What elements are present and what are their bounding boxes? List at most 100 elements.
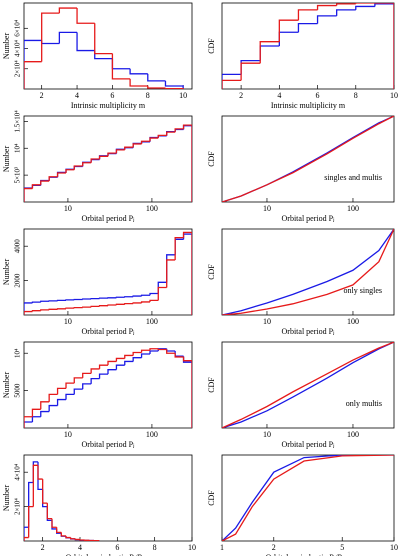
x-tick-label: 6 (115, 543, 119, 552)
histogram-step (115, 149, 125, 154)
histogram-step (94, 50, 113, 60)
histogram-step (259, 41, 280, 64)
x-axis-label: Orbital period Pⱼ (82, 440, 135, 449)
histogram-step (40, 180, 50, 185)
histogram-step (31, 184, 41, 189)
histogram-step (93, 540, 100, 541)
histogram-step (24, 536, 29, 541)
histogram-step (98, 155, 108, 159)
histogram-step (316, 4, 337, 10)
y-axis-label: CDF (207, 377, 216, 393)
x-tick-label: 2 (239, 91, 243, 100)
histogram-step (297, 9, 318, 21)
histogram-step (115, 296, 125, 298)
y-tick-label: 4×10⁴ (14, 463, 22, 480)
x-tick-label: 10 (263, 317, 271, 326)
plot-frame (221, 2, 395, 90)
y-tick-label: 5×10³ (14, 167, 22, 184)
histogram-step (157, 348, 167, 351)
histogram-step (240, 62, 261, 81)
histogram-step (174, 128, 184, 133)
cdf-line (222, 116, 394, 202)
histogram-step (222, 79, 242, 89)
histogram-step (140, 294, 151, 297)
x-tick-label: 10 (64, 430, 72, 439)
histogram-step (82, 383, 92, 390)
histogram-step (149, 348, 159, 351)
histogram-step (174, 128, 184, 132)
x-tick-label: 8 (354, 91, 358, 100)
histogram-step (58, 31, 78, 44)
x-axis-label: Orbital period Pⱼ (282, 214, 335, 223)
x-tick-label: 6 (110, 91, 114, 100)
histogram-step (41, 40, 60, 45)
histogram-step (111, 58, 131, 70)
histogram-step (82, 298, 92, 300)
histogram-step (40, 401, 50, 410)
x-tick-label: 4 (78, 543, 82, 552)
histogram-step (182, 125, 192, 202)
histogram-step (31, 408, 41, 417)
histogram-step (166, 254, 176, 283)
plot-frame (23, 454, 193, 542)
histogram-step (140, 140, 151, 144)
histogram-step (24, 526, 29, 541)
histogram-step (40, 300, 50, 303)
histogram-step (278, 31, 299, 46)
x-tick-label: 2 (40, 91, 44, 100)
y-axis-label: Number (2, 33, 11, 60)
cdf-line (222, 455, 394, 541)
histogram-step (24, 302, 33, 315)
histogram-step (259, 45, 280, 61)
histogram-step (336, 9, 356, 16)
histogram-step (98, 305, 108, 307)
histogram-step (90, 158, 100, 163)
histogram-step (28, 481, 34, 528)
x-tick-label: 100 (146, 204, 158, 213)
histogram-step (60, 532, 66, 537)
histogram-step (98, 373, 108, 379)
histogram-step (166, 131, 176, 136)
histogram-step (124, 146, 134, 150)
histogram-step (107, 152, 117, 156)
annotation: singles and multis (324, 173, 382, 182)
x-tick-label: 100 (347, 317, 359, 326)
y-axis-label: Number (2, 485, 11, 512)
histogram-step (48, 404, 58, 412)
histogram-step (166, 348, 176, 352)
histogram-step (166, 349, 176, 354)
y-axis-label: Number (2, 372, 11, 399)
histogram-step (24, 187, 33, 202)
histogram-step (147, 73, 166, 82)
histogram-step (73, 165, 83, 170)
histogram-step (132, 302, 142, 304)
histogram-step (74, 538, 80, 541)
annotation: only multis (346, 399, 382, 408)
plot-frame (23, 341, 193, 429)
x-tick-label: 10 (390, 543, 398, 552)
histogram-step (297, 22, 318, 33)
histogram-step (48, 393, 58, 402)
histogram-step (157, 134, 167, 139)
x-axis-label: Orbital period Pⱼ (282, 327, 335, 336)
histogram-step (73, 165, 83, 170)
histogram-step (65, 299, 75, 301)
histogram-step (182, 124, 192, 202)
y-axis-label: Number (2, 259, 11, 286)
plot-frame (221, 115, 395, 203)
histogram-step (355, 3, 375, 4)
x-tick-label: 10 (188, 543, 196, 552)
histogram-step (76, 32, 95, 52)
plot-frame (221, 228, 395, 316)
x-tick-label: 2 (41, 543, 45, 552)
x-tick-label: 2 (272, 543, 276, 552)
histogram-step (58, 7, 78, 14)
histogram-step (48, 176, 58, 181)
histogram-step (42, 489, 48, 508)
histogram-step (132, 143, 142, 148)
y-tick-label: 10⁴ (14, 143, 22, 153)
histogram-step (65, 535, 71, 539)
x-tick-label: 6 (316, 91, 320, 100)
histogram-step (149, 299, 159, 302)
histogram-step (73, 306, 83, 309)
